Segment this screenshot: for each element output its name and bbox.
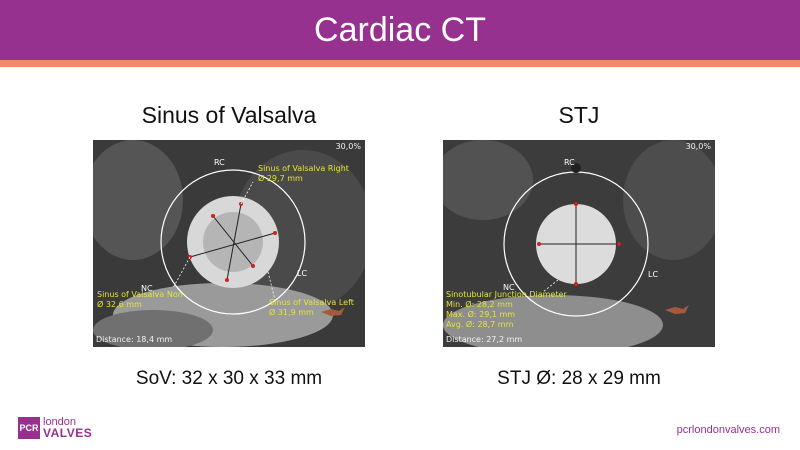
slide-title: Cardiac CT (0, 0, 800, 60)
stj-title: STJ (558, 102, 600, 128)
sov-right-annotation: Sinus of Valsalva Right Ø 29,7 mm (258, 164, 349, 184)
sov-ct-drawing (93, 140, 365, 347)
sov-lc-label: LC (297, 269, 308, 278)
sov-window-level: 30,0% (335, 142, 361, 151)
sov-left-annotation: Sinus of Valsalva Left Ø 31,9 mm (269, 298, 354, 318)
stj-annotation-name: Sinotubular Junction Diameter (446, 290, 567, 299)
pcr-london-valves-logo: PCR london VALVES (18, 414, 92, 442)
logo-line2: VALVES (43, 426, 93, 440)
sov-left-name: Sinus of Valsalva Left (269, 298, 354, 307)
sov-distance: Distance: 18,4 mm (96, 335, 173, 344)
logo-wordmark: london VALVES (43, 416, 93, 440)
stj-nc-label: NC (503, 283, 515, 292)
stj-rc-label: RC (564, 158, 575, 167)
stj-max: Max. Ø: 29,1 mm (446, 310, 516, 319)
stj-min: Min. Ø: 28,2 mm (446, 300, 513, 309)
header-stripe (0, 60, 800, 67)
stj-distance: Distance: 27,2 mm (446, 335, 523, 344)
sov-right-name: Sinus of Valsalva Right (258, 164, 349, 173)
sov-left-value: Ø 31,9 mm (269, 308, 314, 317)
sinus-of-valsalva-title: Sinus of Valsalva (141, 102, 317, 128)
logo-badge: PCR (18, 417, 40, 439)
sov-non-name: Sinus of Valsalva Non (97, 290, 183, 299)
footer-url[interactable]: pcrlondonvalves.com (676, 424, 780, 436)
stj-window-level: 30,0% (685, 142, 711, 151)
stj-lc-label: LC (648, 270, 659, 279)
stj-caption: STJ Ø: 28 x 29 mm (497, 368, 661, 389)
sov-ct-image: 30,0% RC LC NC Sinus of Valsalva Right Ø… (93, 140, 365, 347)
sov-non-value: Ø 32,6 mm (97, 300, 142, 309)
sov-right-value: Ø 29,7 mm (258, 174, 303, 183)
sov-caption: SoV: 32 x 30 x 33 mm (135, 368, 323, 389)
stj-avg: Avg. Ø: 28,7 mm (446, 320, 514, 329)
sov-nc-label: NC (141, 284, 153, 293)
stj-ct-image: 30,0% RC LC NC Sinotubular Junction Diam… (443, 140, 715, 347)
sov-rc-label: RC (214, 158, 225, 167)
stj-annotation: Sinotubular Junction Diameter Min. Ø: 28… (446, 290, 567, 330)
sov-non-annotation: Sinus of Valsalva Non Ø 32,6 mm (97, 290, 183, 310)
logo-line1: london (43, 416, 77, 428)
stj-ct-drawing (443, 140, 715, 347)
